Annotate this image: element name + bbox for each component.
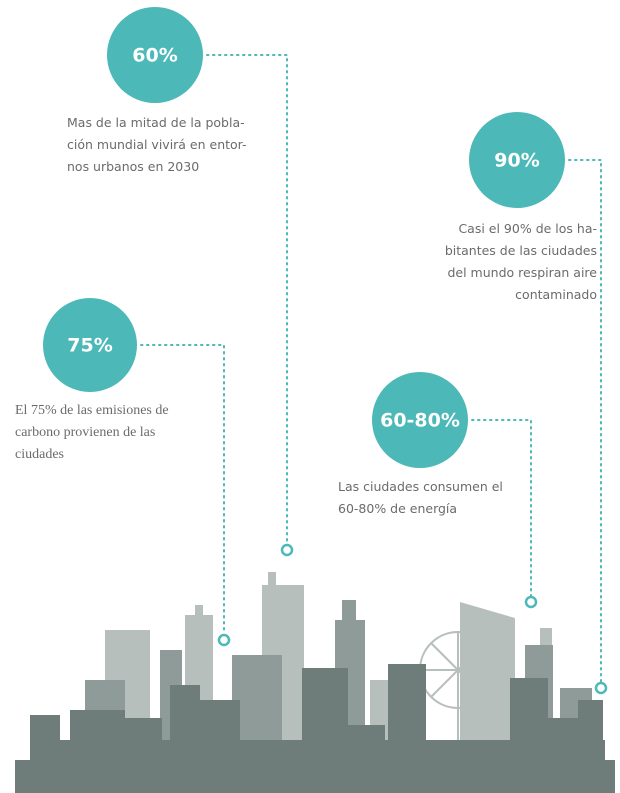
badge-label: 75% <box>67 335 112 357</box>
badge-label: 60-80% <box>380 410 460 432</box>
badge-label: 60% <box>132 45 177 67</box>
callout: 60% Mas de la mitad de la pobla-ción mund… <box>67 7 294 557</box>
endpoint <box>594 681 608 695</box>
description: nos urbanos en 2030 <box>67 159 199 174</box>
badge <box>372 372 468 468</box>
description: Las ciudades consumen el <box>338 479 503 494</box>
description: bitantes de las ciudades <box>445 243 597 258</box>
endpoint <box>217 633 231 647</box>
badge <box>43 298 137 392</box>
endpoint <box>524 595 538 609</box>
callouts: 60% Mas de la mitad de la pobla-ción mund… <box>15 7 608 695</box>
description: 60-80% de energía <box>338 501 457 516</box>
description: contaminado <box>515 287 597 302</box>
skyline <box>15 572 615 793</box>
description: carbono provienen de las <box>15 425 155 440</box>
description: del mundo respiran aire <box>447 265 597 280</box>
description: ción mundial vivirá en entor- <box>67 137 247 152</box>
description: El 75% de las emisiones de <box>15 403 169 418</box>
connector <box>206 54 288 545</box>
connector <box>568 159 602 683</box>
description: ciudades <box>15 447 64 462</box>
description: Mas de la mitad de la pobla- <box>67 115 245 130</box>
description: Casi el 90% de los ha- <box>458 221 597 236</box>
badge <box>107 7 203 103</box>
badge-label: 90% <box>494 150 539 172</box>
callout: 75% El 75% de las emisiones de carbono pro… <box>15 298 231 647</box>
endpoint <box>280 543 294 557</box>
callout: 60-80% Las ciudades consumen el 60-80% de … <box>338 372 538 609</box>
connector <box>140 344 225 635</box>
callout: 90% Casi el 90% de los ha-bitantes de las… <box>445 112 608 695</box>
connector <box>471 419 532 597</box>
badge <box>469 112 565 208</box>
